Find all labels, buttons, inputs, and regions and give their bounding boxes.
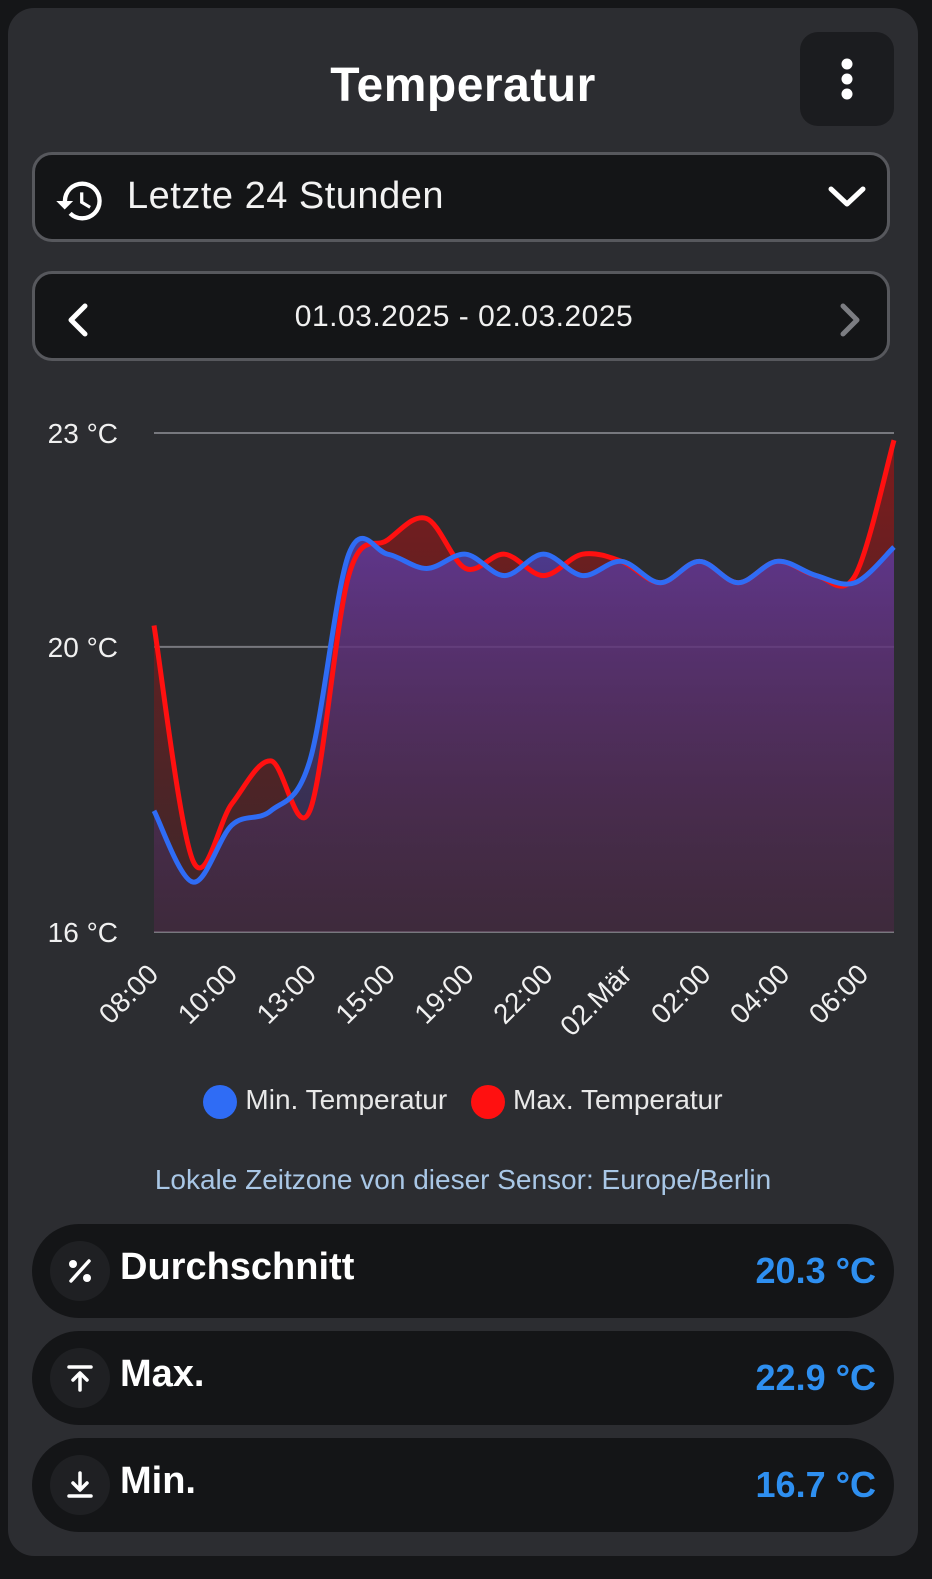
period-select[interactable]: Letzte 24 Stunden [32, 152, 890, 242]
x-tick-label: 04:00 [724, 958, 795, 1029]
legend-item-min[interactable]: Min. Temperatur [203, 1084, 447, 1119]
chevron-down-icon [828, 186, 866, 207]
stat-min-value: 16.7 °C [755, 1464, 876, 1505]
arrow-collapse-up-icon [67, 1365, 93, 1392]
stat-max-label: Max. [120, 1353, 205, 1395]
area-fill-series-0 [154, 538, 894, 932]
x-tick-label: 02:00 [645, 958, 716, 1029]
y-tick-label: 20 °C [48, 632, 118, 663]
period-select-label: Letzte 24 Stunden [127, 175, 444, 217]
previous-period-button[interactable] [65, 302, 93, 338]
stat-average-value: 20.3 °C [755, 1250, 876, 1291]
x-tick-label: 06:00 [803, 958, 874, 1029]
stat-max-icon-badge [50, 1348, 110, 1408]
x-tick-label: 22:00 [487, 958, 558, 1029]
legend-min-label: Min. Temperatur [245, 1084, 448, 1116]
x-tick-label: 08:00 [93, 958, 164, 1029]
stat-average: Durchschnitt 20.3 °C [32, 1224, 894, 1318]
legend-max-dot [471, 1084, 505, 1119]
percent-icon [69, 1259, 91, 1283]
timezone-note: Lokale Zeitzone von dieser Sensor: Europ… [154, 1164, 772, 1195]
stat-max: Max. 22.9 °C [32, 1331, 894, 1425]
legend-min-dot [203, 1084, 238, 1119]
temperature-chart: 23 °C 20 °C 16 °C 08:00 10:00 13:00 15:00 19:0… [48, 418, 897, 1042]
more-options-button[interactable] [800, 32, 894, 126]
x-tick-label: 19:00 [408, 958, 479, 1029]
x-tick-label: 13:00 [251, 958, 322, 1029]
stat-min-icon-badge [50, 1455, 110, 1515]
next-period-button[interactable] [835, 302, 863, 338]
legend-max-label: Max. Temperatur [513, 1084, 723, 1116]
more-vertical-icon [841, 58, 853, 100]
download-icon [67, 1471, 93, 1498]
date-range-navigator: 01.03.2025 - 02.03.2025 [32, 271, 890, 361]
x-tick-label: 02.Mär [554, 958, 638, 1042]
stat-average-label: Durchschnitt [120, 1246, 355, 1288]
stat-average-icon-badge [50, 1241, 110, 1301]
date-range-label: 01.03.2025 - 02.03.2025 [294, 300, 634, 333]
stat-max-value: 22.9 °C [755, 1357, 876, 1398]
stat-min-label: Min. [120, 1460, 196, 1502]
stat-min: Min. 16.7 °C [32, 1438, 894, 1532]
history-icon [56, 181, 102, 221]
x-tick-label: 10:00 [172, 958, 243, 1029]
y-tick-label: 23 °C [48, 418, 118, 449]
y-tick-label: 16 °C [48, 917, 118, 948]
legend-item-max[interactable]: Max. Temperatur [471, 1084, 723, 1119]
x-tick-label: 15:00 [329, 958, 400, 1029]
line-series-0 [151, 536, 896, 885]
chart-legend: Min. Temperatur Max. Temperatur [8, 1084, 918, 1119]
card-title: Temperatur [330, 59, 596, 112]
temperature-card: Temperatur Letzte 24 Stunden 01.03.2025 … [8, 8, 918, 1556]
